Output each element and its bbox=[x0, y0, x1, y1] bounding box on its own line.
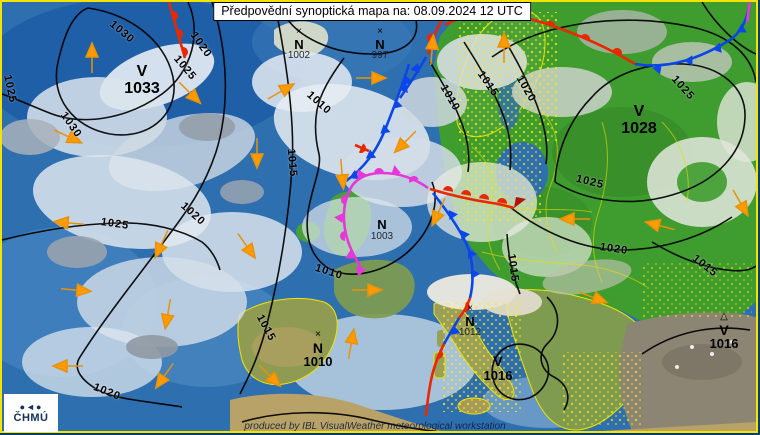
weather-map-graphics bbox=[2, 2, 756, 431]
land-north-africa bbox=[230, 393, 457, 431]
wind-arrow bbox=[51, 358, 83, 374]
occluded-front-britain bbox=[333, 164, 429, 279]
chmu-logo: ●◄● ČHMÚ bbox=[4, 394, 58, 432]
wind-arrow bbox=[178, 81, 202, 105]
wind-arrow bbox=[258, 364, 282, 388]
map-title: Předpovědní synoptická mapa na: 08.09.20… bbox=[213, 2, 531, 21]
pressure-center-high: V 1028 bbox=[621, 103, 657, 137]
wind-arrow bbox=[578, 290, 609, 305]
wind-arrow bbox=[344, 327, 359, 359]
wind-arrow bbox=[352, 282, 384, 298]
cold-front-norway bbox=[397, 56, 428, 99]
occluded-front-corner bbox=[745, 2, 752, 23]
wind-arrow bbox=[237, 233, 257, 260]
wind-arrow bbox=[267, 83, 296, 100]
wind-arrow bbox=[393, 130, 417, 154]
warm-front-segment-atlantic bbox=[354, 143, 370, 155]
wind-arrows bbox=[51, 31, 749, 390]
warm-front-northwest bbox=[167, 2, 188, 59]
wind-arrow bbox=[160, 299, 175, 331]
pressure-center-low: × N 1010 bbox=[303, 329, 333, 370]
pressure-center-low: × N 997 bbox=[371, 26, 389, 62]
wind-arrow bbox=[334, 158, 350, 191]
wind-arrow bbox=[154, 363, 174, 390]
wind-arrow bbox=[496, 31, 512, 63]
wind-arrow bbox=[732, 189, 749, 218]
pressure-center-high: △ V 1016 bbox=[709, 311, 739, 352]
land-iceland bbox=[274, 21, 329, 57]
wind-arrow bbox=[643, 218, 675, 233]
wind-arrow bbox=[424, 33, 440, 66]
mixed-front-italy bbox=[424, 192, 480, 417]
pressure-center-low: × N 1002 bbox=[287, 26, 311, 62]
pressure-center-high: V 1016 bbox=[483, 353, 513, 383]
credit-line: produced by IBL VisualWeather meteorolog… bbox=[244, 421, 506, 432]
cold-front-northeast bbox=[634, 7, 751, 77]
wind-arrow bbox=[249, 138, 265, 170]
wind-arrow bbox=[84, 41, 100, 73]
chmu-logo-text: ČHMÚ bbox=[13, 411, 49, 424]
wind-arrow bbox=[356, 70, 388, 86]
wind-arrow bbox=[53, 129, 84, 144]
chmu-logo-glyph: ●◄● bbox=[19, 401, 43, 412]
isobars bbox=[2, 2, 756, 431]
cold-front-atlantic bbox=[345, 63, 414, 184]
wind-arrow bbox=[558, 211, 590, 227]
wind-arrow bbox=[60, 282, 93, 298]
wind-arrow bbox=[431, 197, 446, 228]
warm-front-central bbox=[429, 185, 526, 210]
pressure-center-high: V 1033 bbox=[124, 63, 160, 97]
isobar-label: 1015 bbox=[284, 148, 300, 178]
pressure-center-low: × N 1012 bbox=[458, 303, 482, 339]
wind-arrow bbox=[154, 229, 169, 260]
pressure-center-low: N 1003 bbox=[370, 217, 394, 242]
wind-arrow bbox=[52, 215, 85, 231]
front-end-flag bbox=[514, 197, 526, 208]
